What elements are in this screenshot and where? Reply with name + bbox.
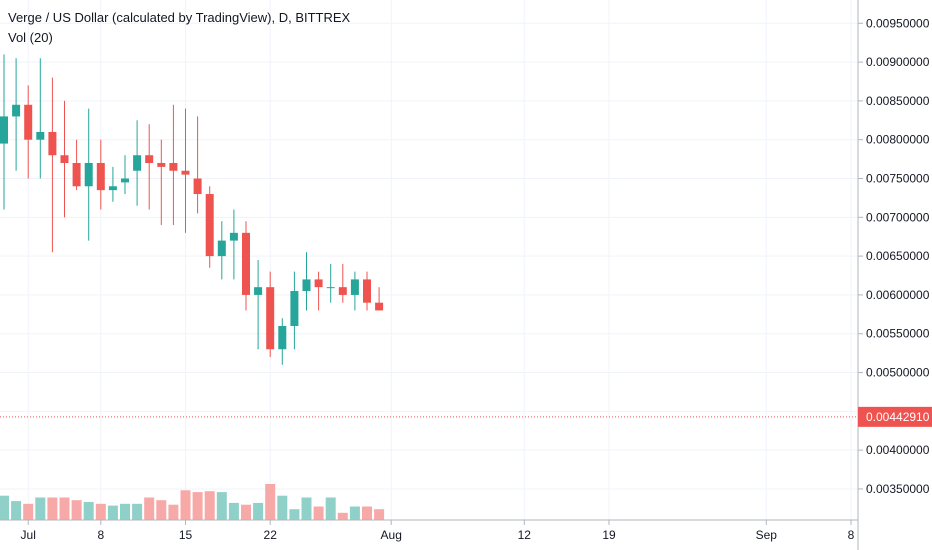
candle-body (326, 287, 335, 289)
candle-body (350, 279, 359, 295)
volume-bar (23, 503, 34, 520)
x-tick-label: 8 (848, 528, 855, 542)
y-tick-label: 0.00650000 (866, 249, 930, 263)
volume-bar (83, 502, 94, 520)
volume-bar (349, 506, 360, 520)
candle-body (229, 232, 238, 241)
volume-bar (325, 497, 336, 520)
candle-body (290, 291, 299, 326)
volume-bar (277, 495, 288, 520)
candle-body (145, 155, 154, 163)
x-tick-label: Sep (756, 528, 778, 542)
y-tick-label: 0.00750000 (866, 172, 930, 186)
volume-indicator-label: Vol (20) (8, 30, 53, 45)
volume-bar (362, 506, 372, 520)
candle-body (169, 162, 178, 171)
candle-body (133, 155, 142, 171)
candle-body (12, 104, 21, 117)
y-tick-label: 0.00700000 (866, 210, 930, 224)
volume-bar (241, 504, 251, 520)
y-tick-label: 0.00400000 (866, 443, 930, 457)
volume-bar (216, 492, 227, 520)
candle-body (375, 302, 384, 311)
volume-bar (132, 503, 143, 520)
chart-title: Verge / US Dollar (calculated by Trading… (8, 10, 351, 25)
y-tick-label: 0.00850000 (866, 94, 930, 108)
y-tick-label: 0.00550000 (866, 327, 930, 341)
volume-bar (253, 502, 264, 520)
volume-bar (265, 484, 276, 520)
volume-bars (0, 484, 385, 520)
candle-body (72, 162, 81, 187)
candle-body (278, 325, 287, 350)
volume-bar (107, 505, 118, 520)
candle-body (157, 162, 166, 167)
y-tick-label: 0.00950000 (866, 16, 930, 30)
candle-body (48, 131, 57, 156)
volume-bar (228, 502, 239, 520)
x-tick-label: Jul (21, 528, 36, 542)
candle-body (338, 287, 347, 295)
candle-body (24, 104, 33, 140)
volume-bar (120, 503, 130, 520)
candlesticks (0, 54, 384, 365)
volume-bar (95, 503, 106, 520)
volume-bar (192, 492, 203, 520)
last-price-label: 0.00442910 (866, 410, 930, 424)
x-tick-label: 12 (518, 528, 532, 542)
candle-body (181, 170, 190, 175)
candle-body (108, 186, 117, 191)
x-tick-label: Aug (381, 528, 402, 542)
volume-bar (337, 512, 348, 520)
x-tick-label: 8 (97, 528, 104, 542)
x-tick-label: 15 (179, 528, 193, 542)
candle-body (302, 279, 311, 292)
volume-bar (313, 506, 324, 520)
volume-bar (204, 491, 215, 520)
volume-bar (289, 509, 300, 520)
y-tick-label: 0.00600000 (866, 288, 930, 302)
x-tick-label: 19 (602, 528, 616, 542)
volume-bar (71, 500, 82, 520)
candle-body (254, 287, 263, 295)
volume-bar (59, 497, 70, 520)
candle-body (314, 279, 323, 288)
volume-bar (144, 497, 155, 520)
y-tick-label: 0.00800000 (866, 133, 930, 147)
volume-bar (374, 509, 385, 520)
last-price-label-bg (858, 406, 932, 427)
candle-body (193, 178, 202, 195)
volume-bar (11, 501, 22, 520)
volume-bar (156, 500, 167, 520)
volume-bar (35, 497, 46, 520)
y-tick-label: 0.00500000 (866, 366, 930, 380)
chart-legend: Verge / US Dollar (calculated by Trading… (8, 8, 350, 48)
y-tick-label: 0.00350000 (866, 482, 930, 496)
candle-body (121, 178, 129, 183)
volume-bar (0, 495, 9, 520)
candle-body (84, 162, 93, 187)
volume-bar (47, 497, 58, 520)
chart-grid (0, 0, 858, 520)
candle-body (363, 279, 371, 303)
y-tick-label: 0.00900000 (866, 55, 930, 69)
volume-bar (301, 497, 312, 520)
candle-body (0, 116, 8, 144)
candle-body (217, 240, 226, 257)
candle-body (242, 232, 250, 295)
x-tick-label: 22 (264, 528, 278, 542)
candle-body (205, 194, 214, 257)
candle-body (36, 131, 45, 140)
candle-body (266, 287, 275, 350)
candle-body (60, 155, 69, 163)
volume-bar (168, 504, 179, 520)
volume-bar (180, 490, 191, 520)
candle-body (96, 162, 105, 191)
